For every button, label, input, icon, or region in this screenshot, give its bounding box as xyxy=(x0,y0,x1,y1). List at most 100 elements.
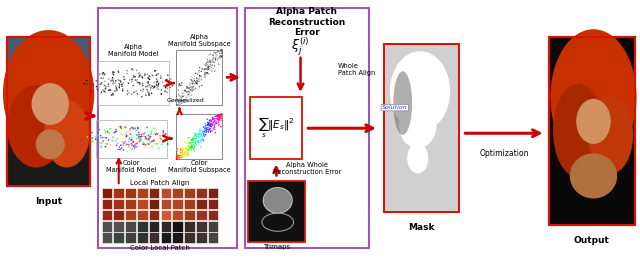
Point xyxy=(214,54,225,59)
Point xyxy=(204,64,214,68)
Point xyxy=(141,137,151,141)
Point xyxy=(94,128,104,132)
Bar xyxy=(384,45,460,212)
Point xyxy=(189,138,199,142)
Point xyxy=(205,59,215,63)
Point xyxy=(114,84,124,88)
Point xyxy=(195,131,205,135)
Text: Alpha Whole
Reconstruction Error: Alpha Whole Reconstruction Error xyxy=(273,162,341,175)
Point xyxy=(176,92,186,96)
Point xyxy=(207,70,217,74)
Point xyxy=(191,134,202,138)
Point xyxy=(194,86,204,90)
Point xyxy=(140,73,150,77)
Point xyxy=(213,113,223,118)
Point xyxy=(100,87,110,91)
Bar xyxy=(125,232,136,243)
Point xyxy=(187,86,197,90)
Point xyxy=(173,98,184,103)
Point xyxy=(202,73,212,77)
Point xyxy=(143,81,154,85)
Point xyxy=(162,90,172,94)
Text: Output: Output xyxy=(574,236,610,245)
Point xyxy=(174,102,184,106)
Point xyxy=(186,93,196,97)
Point xyxy=(101,136,111,140)
Point xyxy=(153,82,163,87)
Point xyxy=(187,138,197,142)
Point xyxy=(153,88,163,92)
Point xyxy=(198,135,208,139)
Point xyxy=(212,58,223,62)
Point xyxy=(202,126,212,130)
Bar xyxy=(184,232,195,243)
Point xyxy=(202,130,212,134)
Point xyxy=(175,102,186,106)
Point xyxy=(195,127,205,131)
Point xyxy=(198,75,208,79)
Point xyxy=(164,135,175,139)
Point xyxy=(177,81,187,85)
Point xyxy=(160,89,170,93)
Point xyxy=(144,74,154,78)
Point xyxy=(215,115,225,119)
Point xyxy=(191,136,201,140)
Point xyxy=(217,54,227,58)
Point xyxy=(200,75,210,79)
Point xyxy=(196,132,206,136)
Point xyxy=(188,138,198,142)
Point xyxy=(186,85,196,89)
Point xyxy=(134,131,144,135)
Point xyxy=(146,135,156,139)
Point xyxy=(136,88,146,92)
Point xyxy=(196,69,206,74)
Point xyxy=(193,139,204,143)
Point xyxy=(213,114,223,118)
Point xyxy=(202,127,212,132)
Point xyxy=(177,99,187,103)
Point xyxy=(199,130,209,134)
Point xyxy=(124,91,134,95)
Point xyxy=(126,135,136,140)
Point xyxy=(210,118,220,123)
Point xyxy=(187,93,197,97)
Point xyxy=(177,150,187,155)
Point xyxy=(156,74,166,78)
Point xyxy=(196,137,207,141)
Point xyxy=(116,132,127,136)
Point xyxy=(95,134,106,138)
Point xyxy=(208,53,218,57)
Point xyxy=(216,125,226,129)
Point xyxy=(122,89,132,93)
Point xyxy=(160,84,170,88)
Point xyxy=(172,150,182,154)
Point xyxy=(211,120,221,124)
Point xyxy=(111,143,122,147)
Point xyxy=(191,133,201,137)
Point xyxy=(212,49,223,53)
Point xyxy=(193,133,203,137)
Point xyxy=(140,143,150,147)
Point xyxy=(129,144,139,148)
Point xyxy=(118,87,128,91)
Bar xyxy=(125,199,136,209)
Ellipse shape xyxy=(3,30,94,157)
Point xyxy=(132,133,142,137)
Point xyxy=(113,137,123,141)
Point xyxy=(93,133,103,137)
Point xyxy=(214,118,225,122)
Point xyxy=(189,146,200,150)
Point xyxy=(179,89,189,93)
Point xyxy=(129,90,140,95)
Point xyxy=(172,147,182,151)
Point xyxy=(179,100,189,104)
Point xyxy=(198,137,209,141)
Point xyxy=(207,69,217,73)
Point xyxy=(211,114,221,118)
Point xyxy=(152,142,162,146)
Point xyxy=(155,139,165,143)
Bar xyxy=(548,37,635,225)
Point xyxy=(200,129,211,133)
Point xyxy=(204,129,214,133)
Point xyxy=(186,145,196,149)
